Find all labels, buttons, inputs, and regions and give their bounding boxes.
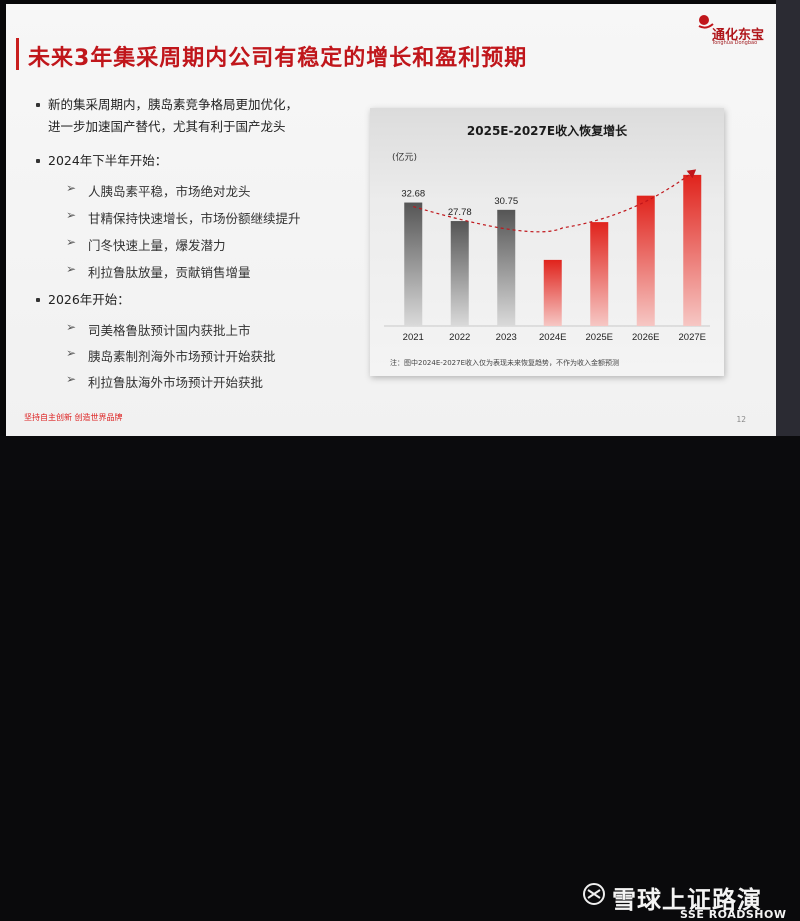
data-label: 32.68: [401, 189, 425, 200]
bullet-item: 2024年下半年开始：: [36, 150, 168, 172]
x-tick-label: 2025E: [586, 332, 613, 343]
bullet-line: 进一步加速国产替代，尤其有利于国产龙头: [48, 119, 286, 134]
bar-2024E: [543, 259, 562, 326]
slide: 通化东宝 Tonghua Dongbao 未来3年集采周期内公司有稳定的增长和盈…: [6, 4, 776, 436]
arrow-bullet-icon: ➢: [66, 208, 77, 222]
bar-2021: [404, 202, 423, 326]
sub-bullet: ➢ 司美格鲁肽预计国内获批上市: [66, 320, 251, 339]
trend-arrow: [413, 169, 697, 233]
data-label: 30.75: [494, 196, 518, 207]
bar-2023: [497, 209, 516, 326]
snowball-logo-icon: [583, 883, 605, 905]
sub-bullet-text: 胰岛素制剂海外市场预计开始获批: [88, 349, 276, 364]
bullet-line: 2026年开始：: [48, 292, 130, 307]
arrow-bullet-icon: ➢: [66, 235, 77, 249]
footer-slogan: 坚持自主创新 创造世界品牌: [24, 413, 123, 422]
watermark-bar: 雪球上证路演 SSE ROADSHOW: [0, 436, 800, 921]
sub-bullet: ➢ 门冬快速上量，爆发潜力: [66, 235, 226, 254]
bullet-dot: [36, 298, 40, 302]
x-tick-label: 2023: [496, 332, 517, 343]
arrow-bullet-icon: ➢: [66, 181, 77, 195]
arrow-bullet-icon: ➢: [66, 262, 77, 276]
bullet-dot: [36, 103, 40, 107]
logo-subtitle: Tonghua Dongbao: [712, 40, 758, 46]
chart-unit-label: (亿元): [392, 153, 418, 163]
bullet-line: 2024年下半年开始：: [48, 153, 168, 168]
sub-bullet: ➢ 人胰岛素平稳，市场绝对龙头: [66, 181, 251, 200]
bar-chart: 2021 32.68 2022 27.78 2023 30.75 2024E 2025E 202…: [384, 169, 710, 343]
bar-2022: [450, 221, 469, 326]
bar-2025E: [590, 222, 609, 326]
company-logo: 通化东宝 Tonghua Dongbao: [694, 10, 764, 50]
sub-bullet: ➢ 甘精保持快速增长，市场份额继续提升: [66, 208, 301, 227]
sub-bullet: ➢ 利拉鲁肽海外市场预计开始获批: [66, 372, 264, 391]
sub-bullet-text: 司美格鲁肽预计国内获批上市: [88, 323, 251, 338]
slide-title: 未来3年集采周期内公司有稳定的增长和盈利预期: [28, 46, 528, 71]
arrow-bullet-icon: ➢: [66, 346, 77, 360]
window-edge: [776, 0, 800, 490]
chart-footnote: 注：图中2024E-2027E收入仅为表现未来恢复趋势，不作为收入金额预测: [390, 359, 619, 367]
x-tick-label: 2027E: [679, 332, 706, 343]
sub-bullet-text: 利拉鲁肽放量，贡献销售增量: [88, 265, 251, 280]
x-tick-label: 2026E: [632, 332, 659, 343]
bullet-item: 2026年开始：: [36, 289, 130, 311]
x-tick-label: 2021: [403, 332, 424, 343]
sub-bullet: ➢ 利拉鲁肽放量，贡献销售增量: [66, 262, 251, 281]
sub-bullet: ➢ 胰岛素制剂海外市场预计开始获批: [66, 346, 276, 365]
x-tick-label: 2024E: [539, 332, 566, 343]
revenue-chart-panel: 2025E-2027E收入恢复增长 (亿元) 2021 32.68 2022 27.7…: [370, 108, 724, 376]
sub-bullet-text: 人胰岛素平稳，市场绝对龙头: [88, 184, 251, 199]
logo-name: 通化东宝: [712, 28, 765, 43]
arrow-bullet-icon: ➢: [66, 320, 77, 334]
logo-icon: [698, 15, 714, 29]
bullet-line: 新的集采周期内，胰岛素竞争格局更加优化，: [48, 97, 299, 112]
watermark-subtitle: SSE ROADSHOW: [680, 908, 787, 921]
bar-2027E: [683, 174, 702, 326]
bullet-dot: [36, 159, 40, 163]
sub-bullet-text: 门冬快速上量，爆发潜力: [88, 238, 226, 253]
sub-bullet-text: 甘精保持快速增长，市场份额继续提升: [88, 211, 301, 226]
page-number: 12: [736, 415, 746, 424]
bullet-item: 新的集采周期内，胰岛素竞争格局更加优化， 进一步加速国产替代，尤其有利于国产龙头: [36, 94, 299, 138]
data-label: 27.78: [448, 207, 472, 218]
arrow-bullet-icon: ➢: [66, 372, 77, 386]
x-tick-label: 2022: [449, 332, 470, 343]
bar-2026E: [636, 195, 655, 326]
sub-bullet-text: 利拉鲁肽海外市场预计开始获批: [88, 375, 264, 390]
chart-title: 2025E-2027E收入恢复增长: [466, 124, 628, 138]
title-accent-bar: [16, 38, 19, 70]
